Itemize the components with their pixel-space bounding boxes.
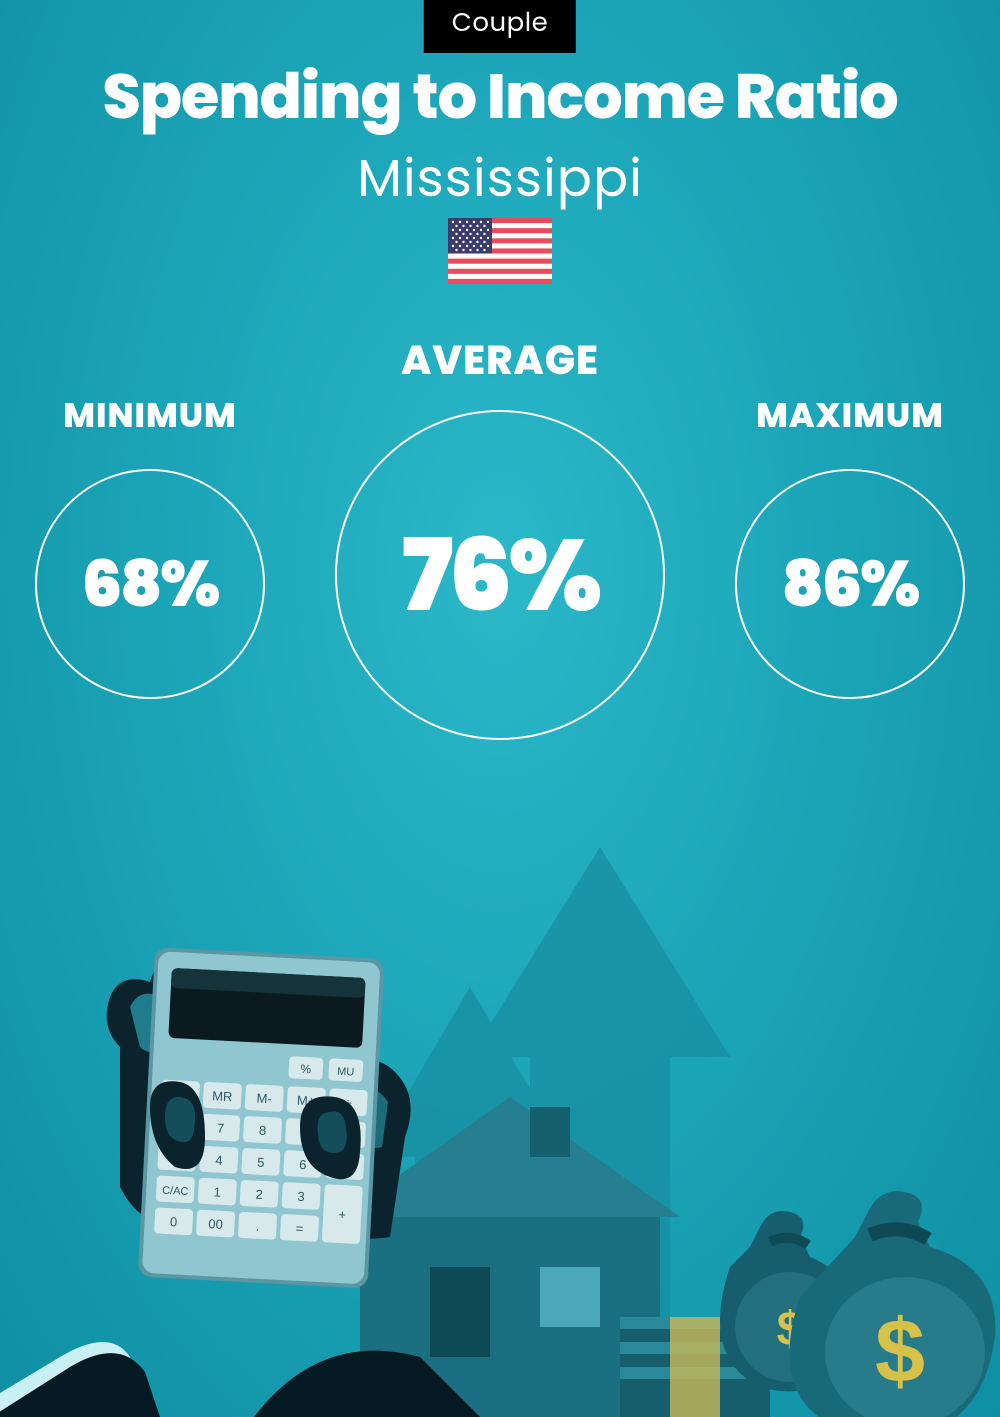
stat-maximum-value: 86%: [782, 537, 919, 632]
svg-text:=: =: [295, 1221, 303, 1236]
stat-minimum-label: MINIMUM: [63, 390, 237, 441]
svg-text:4: 4: [215, 1152, 223, 1167]
svg-text:7: 7: [217, 1121, 225, 1136]
stats-row: MINIMUM 68% AVERAGE 76% MAXIMUM 86%: [0, 330, 1000, 740]
stat-maximum: MAXIMUM 86%: [735, 390, 965, 699]
svg-text:MR: MR: [212, 1088, 233, 1104]
category-badge: Couple: [424, 0, 576, 53]
svg-text:0: 0: [170, 1214, 178, 1229]
page-title: Spending to Income Ratio: [0, 50, 1000, 143]
svg-text:C/AC: C/AC: [162, 1185, 189, 1198]
svg-text:6: 6: [299, 1157, 307, 1172]
svg-text:2: 2: [255, 1187, 263, 1202]
stat-average-circle: 76%: [335, 410, 665, 740]
svg-text:M-: M-: [256, 1091, 272, 1107]
svg-text:1: 1: [213, 1184, 221, 1199]
svg-text:MU: MU: [337, 1066, 355, 1079]
stat-maximum-label: MAXIMUM: [756, 390, 944, 441]
svg-text:8: 8: [259, 1123, 267, 1138]
stat-minimum-value: 68%: [82, 537, 219, 632]
page-subtitle: Mississippi: [0, 140, 1000, 218]
stat-maximum-circle: 86%: [735, 469, 965, 699]
svg-text:3: 3: [297, 1189, 305, 1204]
svg-text:00: 00: [208, 1216, 223, 1232]
stat-average: AVERAGE 76%: [335, 330, 665, 740]
finance-illustration: $ $ % MU: [0, 797, 1000, 1417]
svg-text:+: +: [338, 1207, 346, 1222]
stat-minimum-circle: 68%: [35, 469, 265, 699]
stat-average-value: 76%: [402, 500, 598, 650]
stat-minimum: MINIMUM 68%: [35, 390, 265, 699]
stat-average-label: AVERAGE: [401, 330, 599, 390]
us-flag-icon: [448, 218, 552, 284]
svg-text:5: 5: [257, 1155, 265, 1170]
svg-text:%: %: [300, 1062, 312, 1077]
svg-text:$: $: [875, 1302, 925, 1402]
